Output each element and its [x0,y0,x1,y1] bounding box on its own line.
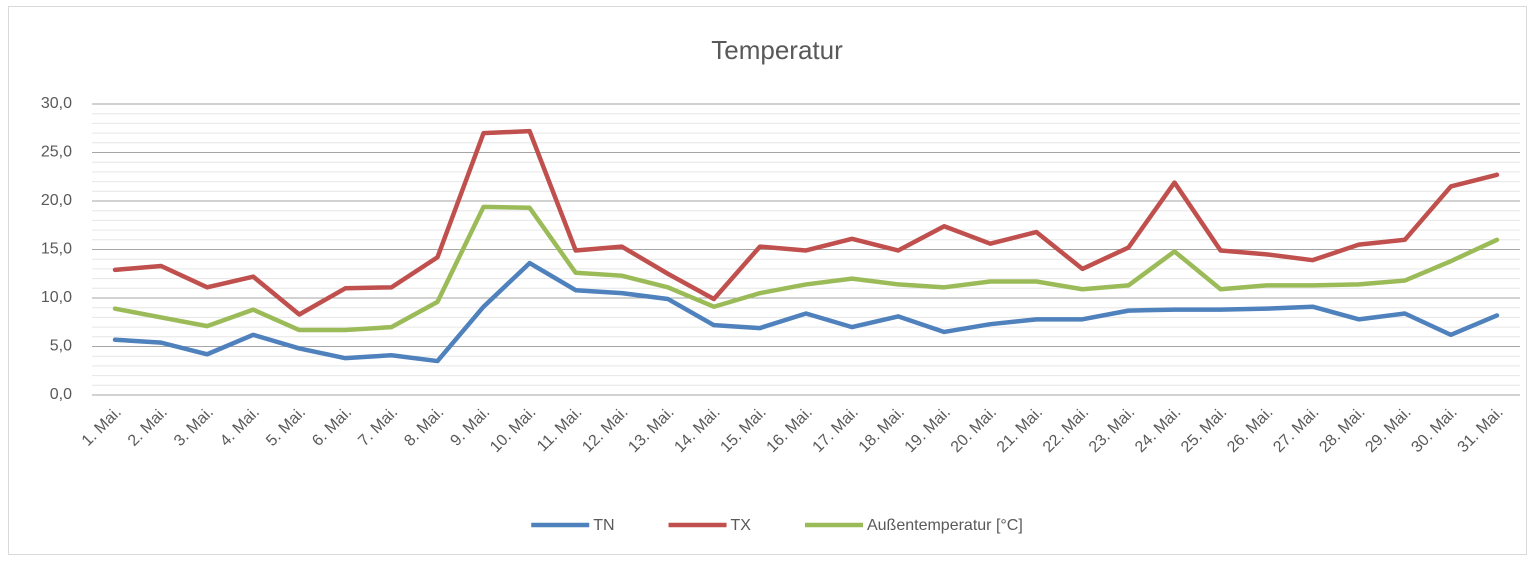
y-tick-label: 30,0 [41,95,72,112]
y-tick-label: 10,0 [41,289,72,306]
legend-label: Außentemperatur [°C] [867,517,1023,534]
chart-title: Temperatur [711,35,843,65]
chart-frame [8,6,1527,555]
y-tick-label: 25,0 [41,144,72,161]
y-tick-label: 15,0 [41,241,72,258]
series-line [112,128,1500,317]
series-line [112,204,1500,333]
y-tick-label: 20,0 [41,192,72,209]
y-tick-label: 5,0 [50,338,72,355]
legend-label: TN [593,517,614,534]
legend-label: TX [731,517,752,534]
y-tick-label: 0,0 [50,386,72,403]
series-line [112,260,1500,364]
